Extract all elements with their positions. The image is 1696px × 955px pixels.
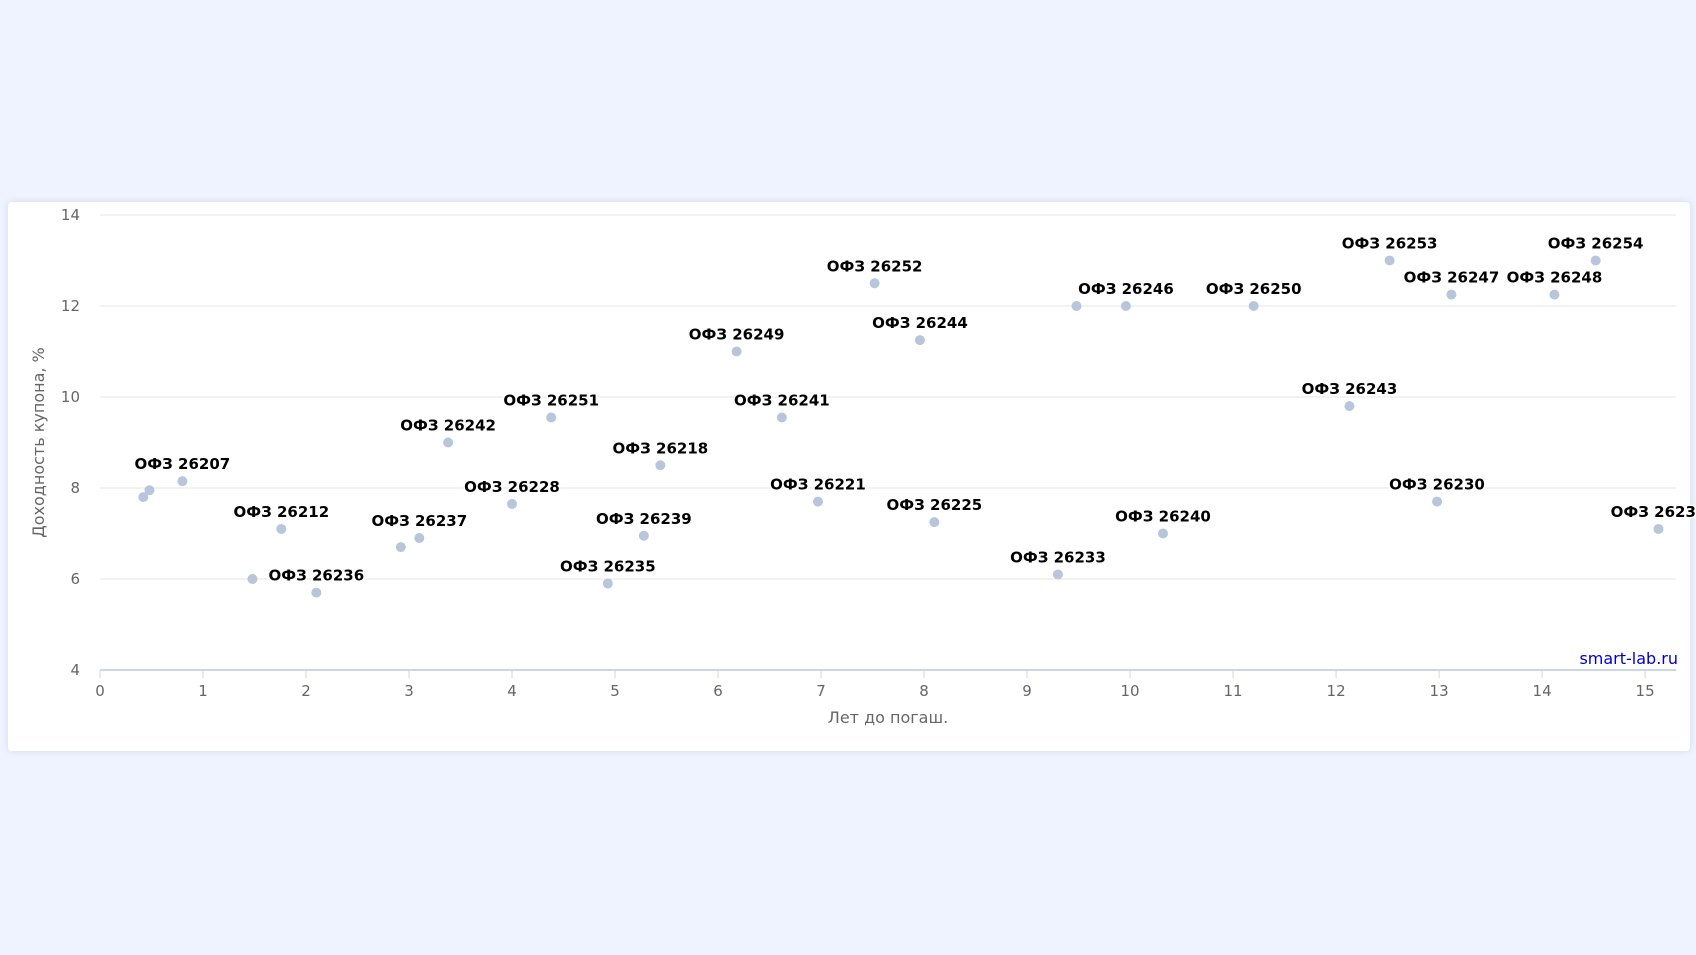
data-label: ОФЗ 26244 xyxy=(872,314,968,332)
y-tick-label: 6 xyxy=(70,570,80,588)
x-tick-label: 8 xyxy=(919,682,929,700)
data-point[interactable] xyxy=(1071,301,1082,311)
data-point[interactable] xyxy=(638,530,649,541)
data-point[interactable] xyxy=(507,498,518,509)
data-point[interactable] xyxy=(1120,301,1131,311)
data-label: ОФЗ 26248 xyxy=(1507,269,1603,287)
data-label: ОФЗ 26254 xyxy=(1548,235,1644,253)
data-point[interactable] xyxy=(138,492,149,503)
data-label: ОФЗ 26236 xyxy=(268,567,364,585)
data-point[interactable] xyxy=(1384,255,1395,266)
data-point[interactable] xyxy=(1158,528,1169,539)
x-tick-label: 15 xyxy=(1636,682,1655,700)
data-point[interactable] xyxy=(1248,301,1259,311)
data-point[interactable] xyxy=(914,335,925,346)
chart-panel xyxy=(8,202,1690,751)
data-point[interactable] xyxy=(655,460,666,471)
data-point[interactable] xyxy=(395,542,406,553)
grid-lines xyxy=(100,214,1676,580)
x-tick-label: 10 xyxy=(1121,682,1140,700)
y-tick-label: 4 xyxy=(70,661,80,679)
data-label: ОФЗ 26239 xyxy=(596,510,692,528)
data-label: ОФЗ 26225 xyxy=(887,496,983,514)
data-label: ОФЗ 26243 xyxy=(1302,380,1398,398)
data-point[interactable] xyxy=(1549,289,1560,300)
y-tick-label: 14 xyxy=(61,206,80,224)
data-point[interactable] xyxy=(929,517,940,528)
data-label: ОФЗ 26218 xyxy=(613,439,709,457)
data-label: ОФЗ 26247 xyxy=(1404,269,1500,287)
data-point[interactable] xyxy=(602,578,613,589)
data-point[interactable] xyxy=(869,278,880,289)
x-tick-label: 11 xyxy=(1224,682,1243,700)
data-point[interactable] xyxy=(1446,289,1457,300)
data-label: ОФЗ 26246 xyxy=(1078,280,1174,298)
data-labels: ОФЗ 26207 ОФЗ 26212 ОФЗ 26236 ОФЗ 26237 ОФЗ … xyxy=(133,233,1696,586)
x-tick-label: 4 xyxy=(507,682,517,700)
data-label: ОФЗ 26212 xyxy=(233,503,329,521)
x-axis-title: Лет до погаш. xyxy=(828,708,948,727)
credit-link[interactable]: smart-lab.ru xyxy=(1579,649,1678,668)
data-label: ОФЗ 26233 xyxy=(1010,548,1106,566)
x-tick-label: 14 xyxy=(1533,682,1552,700)
data-point[interactable] xyxy=(414,533,425,544)
data-point[interactable] xyxy=(177,476,188,487)
y-tick-label: 12 xyxy=(61,297,80,315)
data-point[interactable] xyxy=(812,496,823,507)
data-label: ОФЗ 26207 xyxy=(135,455,231,473)
data-point[interactable] xyxy=(776,412,787,423)
data-label: ОФЗ 26237 xyxy=(371,512,467,530)
data-label: ОФЗ 26250 xyxy=(1206,280,1302,298)
data-label: ОФЗ 26242 xyxy=(400,417,496,435)
data-label: ОФЗ 26251 xyxy=(503,391,599,409)
x-tick-label: 2 xyxy=(301,682,311,700)
x-tick-label: 6 xyxy=(713,682,723,700)
data-label: ОФЗ 26235 xyxy=(560,558,656,576)
x-tick-label: 1 xyxy=(198,682,208,700)
data-point[interactable] xyxy=(1052,569,1063,580)
data-point[interactable] xyxy=(546,412,557,423)
data-label: ОФЗ 26228 xyxy=(464,478,560,496)
data-point[interactable] xyxy=(247,574,258,584)
data-label: ОФЗ 26241 xyxy=(734,391,830,409)
data-point[interactable] xyxy=(1590,255,1601,266)
data-label: ОФЗ 26230 xyxy=(1389,476,1485,494)
data-label: ОФЗ 26238 xyxy=(1611,503,1696,521)
x-tick-label: 13 xyxy=(1430,682,1449,700)
data-point[interactable] xyxy=(1432,496,1443,507)
x-tick-label: 5 xyxy=(610,682,620,700)
x-tick-label: 12 xyxy=(1327,682,1346,700)
data-point[interactable] xyxy=(443,437,454,448)
data-points xyxy=(138,255,1664,598)
y-tick-label: 8 xyxy=(70,479,80,497)
y-tick-label: 10 xyxy=(61,388,80,406)
x-tick-label: 3 xyxy=(404,682,414,700)
x-tick-label: 7 xyxy=(816,682,826,700)
data-label: ОФЗ 26221 xyxy=(770,476,866,494)
data-label: ОФЗ 26252 xyxy=(827,257,923,275)
data-point[interactable] xyxy=(311,587,322,598)
data-point[interactable] xyxy=(276,523,287,534)
data-point[interactable] xyxy=(1653,523,1664,534)
data-point[interactable] xyxy=(1344,401,1355,412)
data-label: ОФЗ 26240 xyxy=(1115,508,1211,526)
y-axis-title: Доходность купона, % xyxy=(29,347,48,538)
data-label: ОФЗ 26253 xyxy=(1342,235,1438,253)
data-point[interactable] xyxy=(144,485,155,496)
x-tick-label: 9 xyxy=(1022,682,1032,700)
data-point[interactable] xyxy=(731,346,742,357)
x-tick-label: 0 xyxy=(95,682,105,700)
data-label: ОФЗ 26249 xyxy=(689,326,785,344)
